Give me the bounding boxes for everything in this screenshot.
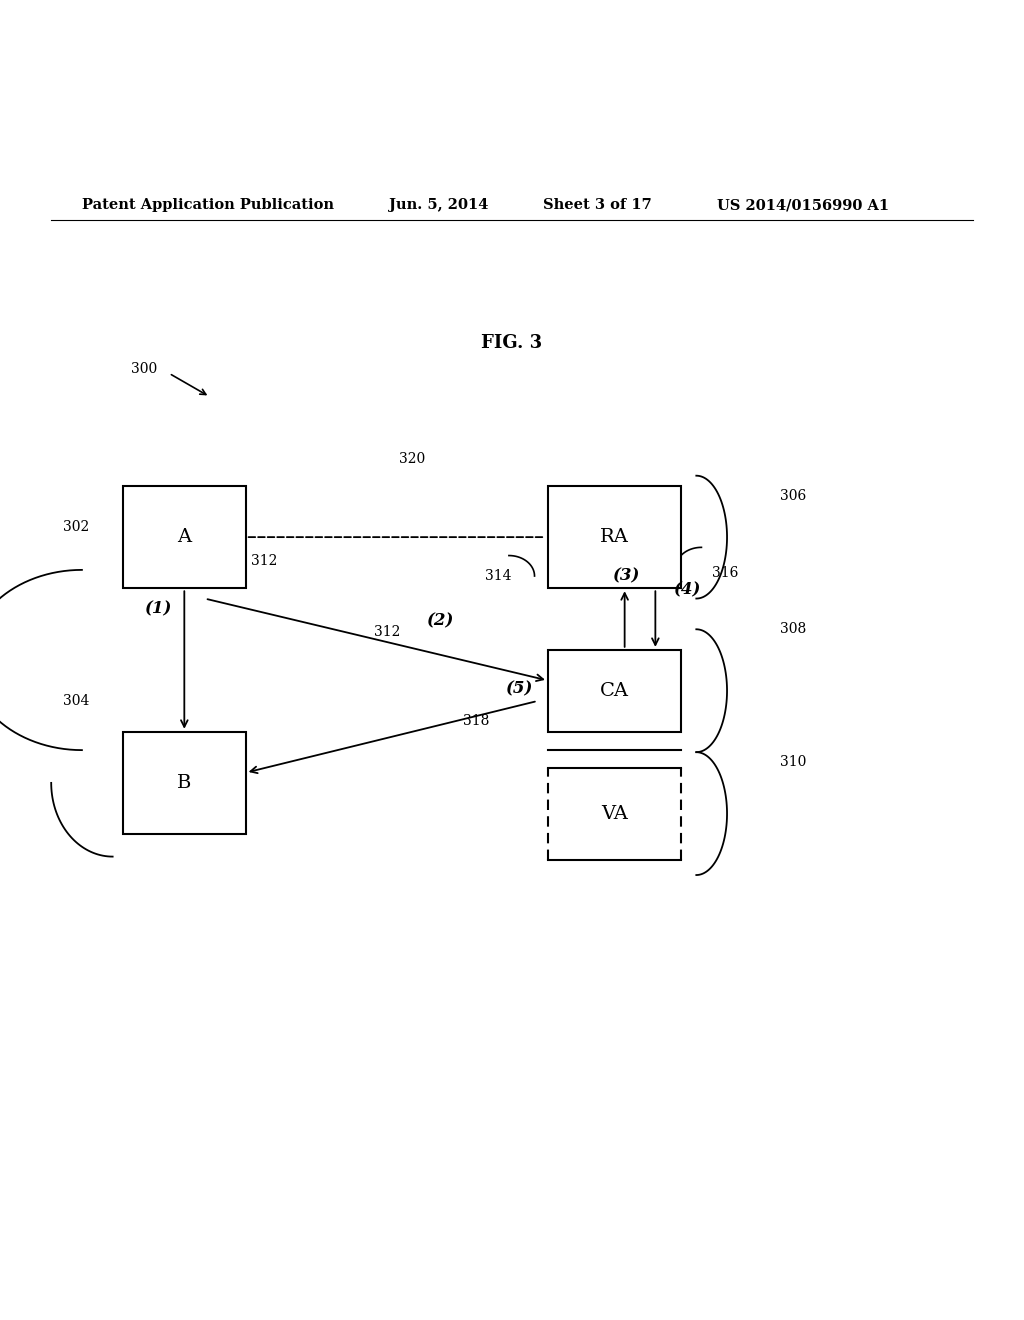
Text: A: A: [177, 528, 191, 546]
FancyBboxPatch shape: [548, 649, 681, 731]
Text: 304: 304: [63, 694, 90, 708]
Text: RA: RA: [600, 528, 629, 546]
Text: 316: 316: [712, 566, 738, 579]
Text: 300: 300: [131, 362, 158, 376]
Text: (4): (4): [675, 582, 701, 599]
FancyBboxPatch shape: [123, 731, 246, 834]
Text: 310: 310: [780, 755, 807, 770]
Text: Patent Application Publication: Patent Application Publication: [82, 198, 334, 213]
Text: Jun. 5, 2014: Jun. 5, 2014: [389, 198, 488, 213]
Text: 320: 320: [399, 453, 426, 466]
Text: (5): (5): [506, 680, 532, 697]
FancyBboxPatch shape: [123, 486, 246, 589]
Text: B: B: [177, 774, 191, 792]
Text: (3): (3): [613, 568, 640, 585]
Text: 306: 306: [780, 490, 807, 503]
Text: (2): (2): [427, 612, 454, 630]
Text: US 2014/0156990 A1: US 2014/0156990 A1: [717, 198, 889, 213]
Text: CA: CA: [600, 681, 629, 700]
Text: VA: VA: [601, 805, 628, 822]
FancyBboxPatch shape: [548, 486, 681, 589]
Text: 308: 308: [780, 622, 807, 636]
Text: Sheet 3 of 17: Sheet 3 of 17: [543, 198, 651, 213]
Text: FIG. 3: FIG. 3: [481, 334, 543, 351]
Text: 312: 312: [251, 553, 278, 568]
Text: 318: 318: [463, 714, 489, 729]
Text: 314: 314: [485, 569, 512, 583]
Text: (1): (1): [145, 601, 172, 618]
Text: 312: 312: [374, 626, 400, 639]
Text: 302: 302: [63, 520, 90, 533]
